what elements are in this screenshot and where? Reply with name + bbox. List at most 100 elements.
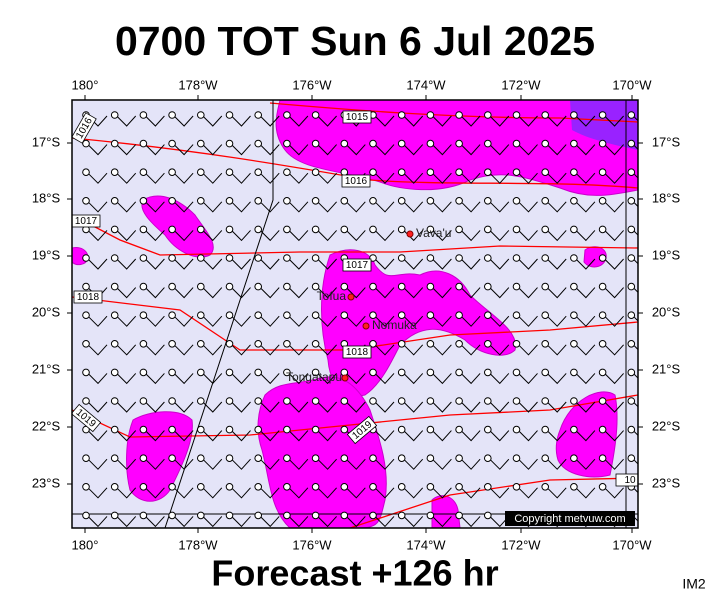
barb-station bbox=[369, 197, 377, 205]
barb-station bbox=[139, 168, 148, 176]
isobar-label-text: 1018 bbox=[346, 347, 369, 358]
barb-station bbox=[484, 111, 492, 119]
barb bbox=[375, 344, 395, 356]
barb bbox=[232, 315, 251, 327]
barb-station bbox=[197, 111, 205, 119]
barb bbox=[433, 115, 452, 127]
barb-station bbox=[598, 483, 607, 491]
barb bbox=[433, 315, 452, 327]
barb bbox=[519, 315, 538, 327]
barb bbox=[576, 172, 596, 184]
barb-station bbox=[168, 254, 176, 262]
barb bbox=[146, 144, 165, 156]
barb-station bbox=[168, 483, 176, 491]
barb-station bbox=[541, 340, 550, 348]
barb-station bbox=[225, 168, 234, 176]
barb-station bbox=[598, 225, 607, 234]
barb-station bbox=[311, 368, 320, 377]
barb-station bbox=[283, 368, 291, 377]
isobar-label: 1016 bbox=[341, 174, 371, 188]
barb-station bbox=[197, 311, 205, 320]
barb-station bbox=[168, 425, 176, 434]
barb-station bbox=[311, 340, 320, 348]
barb bbox=[375, 144, 395, 156]
barb bbox=[375, 287, 395, 299]
lon-label: 178°W bbox=[178, 77, 218, 92]
barb bbox=[547, 172, 567, 184]
barb-station bbox=[541, 254, 550, 262]
barb bbox=[260, 487, 280, 499]
barb bbox=[260, 115, 280, 127]
barb-station bbox=[283, 254, 291, 262]
barb-station bbox=[570, 397, 578, 405]
barb-station bbox=[254, 511, 263, 520]
barb bbox=[232, 373, 251, 385]
barb-station bbox=[340, 225, 349, 234]
barb bbox=[318, 230, 337, 242]
barb-station bbox=[225, 225, 234, 234]
barb bbox=[117, 201, 137, 213]
barb bbox=[232, 201, 251, 213]
barb bbox=[519, 344, 538, 356]
barb bbox=[346, 373, 366, 385]
barb-station bbox=[570, 225, 578, 234]
barb bbox=[203, 258, 223, 270]
barb bbox=[519, 172, 538, 184]
barb bbox=[318, 315, 337, 327]
barb bbox=[404, 516, 424, 528]
barb-station bbox=[369, 368, 377, 377]
barb-station bbox=[598, 340, 607, 348]
barb-station bbox=[397, 397, 406, 405]
barb-station bbox=[484, 511, 492, 520]
barb-station bbox=[541, 311, 550, 320]
barb-station bbox=[484, 282, 492, 291]
barb bbox=[289, 144, 309, 156]
barb-station bbox=[254, 454, 263, 463]
barb bbox=[404, 401, 424, 413]
barb-station bbox=[283, 168, 291, 176]
barb bbox=[203, 144, 223, 156]
barb bbox=[88, 458, 108, 470]
barb-station bbox=[627, 368, 636, 377]
barb-station bbox=[484, 340, 492, 348]
barb bbox=[174, 344, 194, 356]
lat-label: 17°S bbox=[32, 134, 61, 149]
barb bbox=[117, 315, 137, 327]
barb bbox=[289, 373, 309, 385]
lat-label: 23°S bbox=[32, 475, 61, 490]
barb-station bbox=[283, 397, 291, 405]
barb-station bbox=[484, 197, 492, 205]
barb-station bbox=[139, 368, 148, 377]
barb-station bbox=[484, 368, 492, 377]
barb-station bbox=[82, 511, 90, 520]
lat-label: 23°S bbox=[652, 475, 681, 490]
barb-station bbox=[541, 483, 550, 491]
isobar-label: 1018 bbox=[73, 290, 103, 304]
isobar-label: 1015 bbox=[342, 110, 372, 124]
barb-station bbox=[484, 311, 492, 320]
barb bbox=[88, 516, 108, 528]
isobar-label-text: 10 bbox=[624, 475, 636, 486]
barb-station bbox=[397, 511, 406, 520]
barb bbox=[260, 373, 280, 385]
barb-station bbox=[254, 139, 263, 148]
barb-station bbox=[225, 454, 234, 463]
barb bbox=[605, 458, 624, 470]
barb bbox=[174, 516, 194, 528]
barb bbox=[174, 201, 194, 213]
barb bbox=[260, 172, 280, 184]
barb bbox=[260, 230, 280, 242]
barb-station bbox=[369, 454, 377, 463]
lat-label: 21°S bbox=[652, 361, 681, 376]
barb-station bbox=[254, 168, 263, 176]
barb-station bbox=[340, 197, 349, 205]
barb-station bbox=[455, 139, 463, 148]
isobar-label: 1017 bbox=[342, 258, 372, 272]
barb bbox=[260, 516, 280, 528]
copyright: Copyright metvuw.com bbox=[514, 513, 625, 525]
lon-label: 176°W bbox=[292, 537, 332, 552]
barb bbox=[289, 458, 309, 470]
barb bbox=[490, 230, 510, 242]
barb bbox=[346, 230, 366, 242]
barb bbox=[318, 172, 337, 184]
